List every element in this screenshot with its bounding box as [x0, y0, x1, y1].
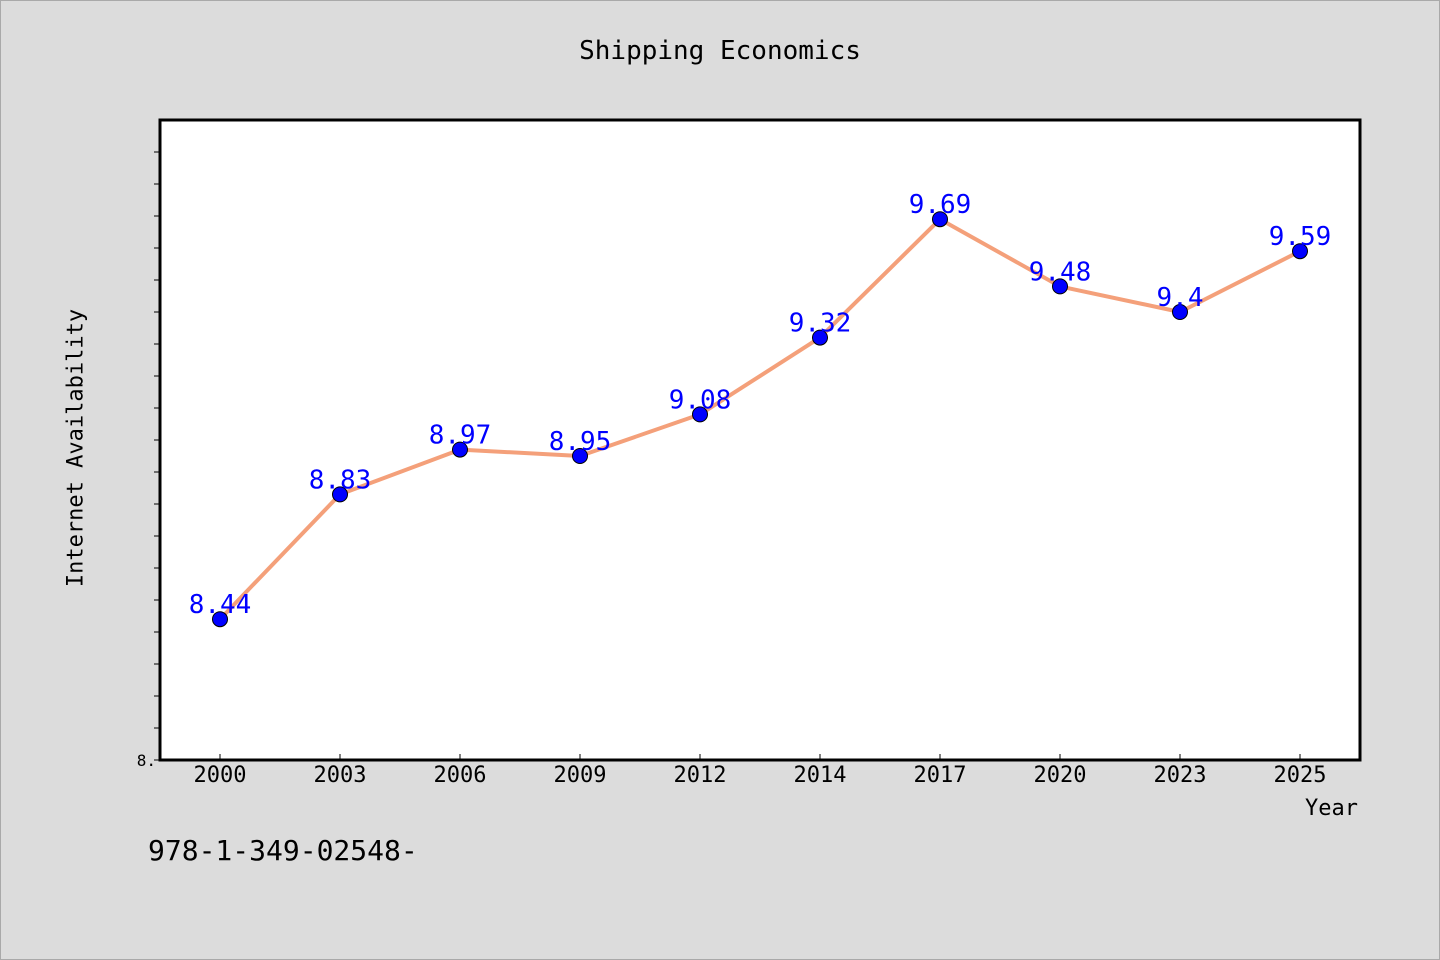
data-point [932, 211, 948, 228]
x-tick-label: 2014 [794, 763, 847, 788]
data-label: 9.08 [669, 385, 732, 415]
data-point [1052, 278, 1068, 295]
data-label: 8.44 [189, 590, 252, 620]
footer-isbn-text: 978-1-349-02548- [148, 834, 418, 867]
data-label: 8.95 [549, 427, 612, 457]
data-point [812, 329, 828, 346]
series-line [218, 217, 1301, 621]
x-tick-label: 2023 [1154, 763, 1207, 788]
data-point [332, 486, 348, 503]
data-label: 9.69 [909, 190, 972, 220]
series-lines [218, 217, 1301, 621]
x-tick-label: 2003 [314, 763, 367, 788]
x-axis-label: Year [1305, 796, 1358, 821]
data-point [692, 406, 708, 423]
data-point [572, 448, 588, 464]
data-point [1292, 243, 1308, 260]
data-markers [212, 211, 1308, 628]
x-tick-label: 2009 [554, 763, 607, 788]
data-labels: 8.44 8.83 8.97 8.95 9.08 9.32 9.69 9.48 9.4 9.59 [189, 190, 1332, 620]
data-point [212, 611, 228, 628]
data-point [452, 441, 468, 458]
x-tick-label: 2025 [1274, 763, 1327, 788]
data-label: 8.97 [429, 421, 492, 451]
plot-area [158, 118, 1362, 762]
data-label: 9.48 [1029, 257, 1092, 287]
x-tick-label: 2017 [914, 763, 967, 788]
data-point [1172, 304, 1188, 320]
y-tick-label: 8. [137, 751, 156, 770]
data-label: 8.83 [309, 465, 372, 495]
data-label: 9.4 [1157, 283, 1204, 313]
x-tick-label: 2006 [434, 763, 487, 788]
data-label: 9.59 [1269, 222, 1332, 252]
x-ticks: 2000 2003 2006 2009 2012 2014 2017 2020 2023 2025 [194, 754, 1327, 788]
x-tick-label: 2000 [194, 763, 247, 788]
y-ticks: 8. [137, 151, 160, 770]
x-tick-label: 2012 [674, 763, 727, 788]
x-tick-label: 2020 [1034, 763, 1087, 788]
data-label: 9.32 [789, 309, 852, 339]
chart-title: Shipping Economics [579, 36, 861, 66]
